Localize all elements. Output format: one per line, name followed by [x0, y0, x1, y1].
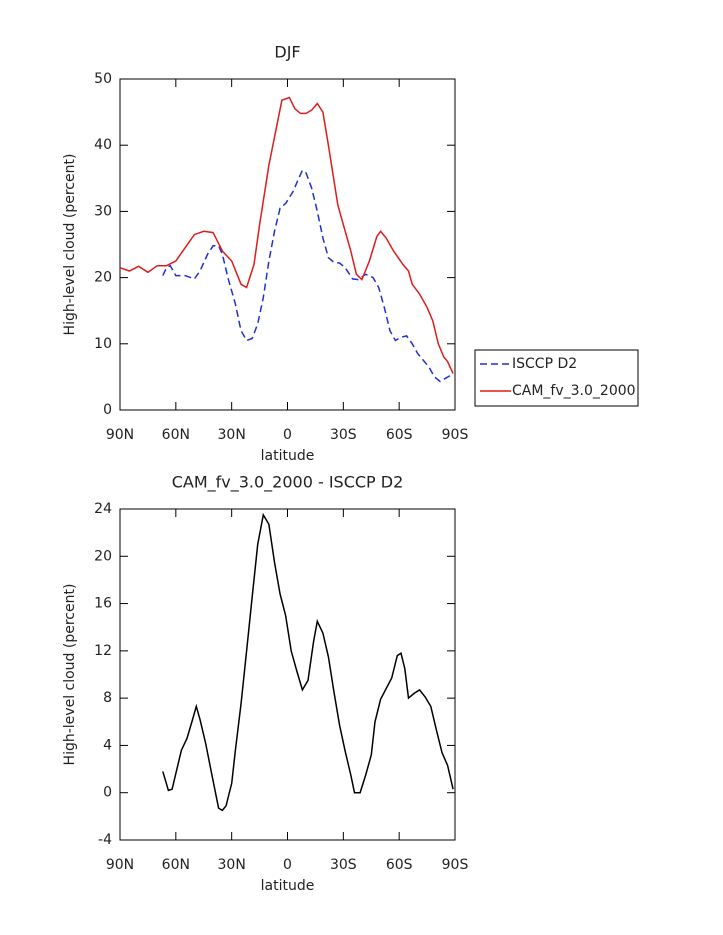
y-tick-label: 20 [94, 548, 112, 564]
data-line [162, 512, 454, 812]
x-tick-label: 30N [218, 857, 246, 873]
y-axis-label: High-level cloud (percent) [62, 154, 78, 336]
y-tick-label: 16 [94, 596, 112, 612]
x-tick-label: 60S [386, 857, 413, 873]
y-tick-label: 4 [103, 737, 112, 753]
chart-title: CAM_fv_3.0_2000 - ISCCP D2 [172, 473, 404, 493]
y-tick-label: 50 [94, 71, 112, 87]
x-axis-label: latitude [261, 448, 315, 464]
data-line [119, 96, 454, 374]
plot-frame [119, 78, 456, 411]
x-tick-label: 90S [442, 857, 469, 873]
y-tick-label: 20 [94, 270, 112, 286]
y-tick-label: 0 [103, 785, 112, 801]
x-tick-label: 90N [106, 857, 134, 873]
x-tick-label: 60S [386, 427, 413, 443]
y-tick-label: 10 [94, 336, 112, 352]
y-tick-label: 12 [94, 643, 112, 659]
x-tick-label: 60N [162, 857, 190, 873]
chart-title: DJF [274, 43, 300, 62]
y-tick-label: 8 [103, 690, 112, 706]
y-tick-label: 40 [94, 137, 112, 153]
legend-label: ISCCP D2 [512, 356, 577, 372]
x-tick-label: 30S [330, 857, 357, 873]
x-tick-label: 60N [162, 427, 190, 443]
x-tick-label: 90N [106, 427, 134, 443]
x-tick-label: 30N [218, 427, 246, 443]
y-tick-label: 0 [103, 402, 112, 418]
data-line [162, 169, 452, 383]
x-tick-label: 90S [442, 427, 469, 443]
y-tick-label: 24 [94, 501, 112, 517]
y-tick-label: -4 [98, 832, 112, 848]
y-tick-label: 30 [94, 203, 112, 219]
x-axis-label: latitude [261, 878, 315, 894]
legend-box [474, 349, 639, 407]
x-tick-label: 30S [330, 427, 357, 443]
x-tick-label: 0 [283, 427, 292, 443]
legend-label: CAM_fv_3.0_2000 [512, 383, 636, 399]
x-tick-label: 0 [283, 857, 292, 873]
y-axis-label: High-level cloud (percent) [62, 584, 78, 766]
